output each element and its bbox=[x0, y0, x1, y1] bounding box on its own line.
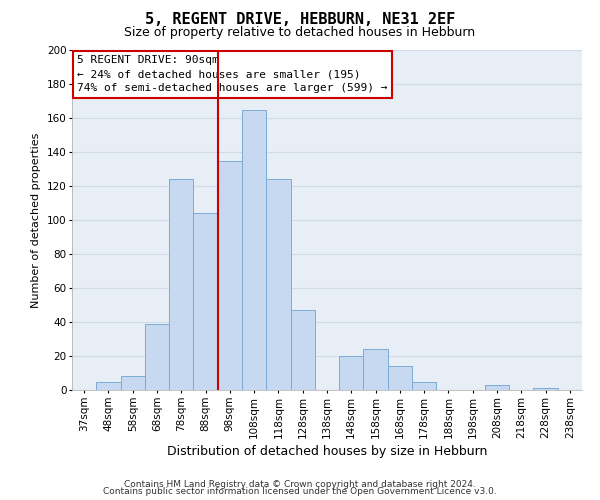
Bar bbox=[290, 310, 315, 390]
Bar bbox=[96, 382, 121, 390]
Bar bbox=[364, 349, 388, 390]
X-axis label: Distribution of detached houses by size in Hebburn: Distribution of detached houses by size … bbox=[167, 444, 487, 458]
Y-axis label: Number of detached properties: Number of detached properties bbox=[31, 132, 41, 308]
Text: Size of property relative to detached houses in Hebburn: Size of property relative to detached ho… bbox=[124, 26, 476, 39]
Bar bbox=[193, 213, 218, 390]
Bar bbox=[339, 356, 364, 390]
Bar bbox=[218, 160, 242, 390]
Bar bbox=[121, 376, 145, 390]
Text: 5, REGENT DRIVE, HEBBURN, NE31 2EF: 5, REGENT DRIVE, HEBBURN, NE31 2EF bbox=[145, 12, 455, 28]
Bar bbox=[485, 385, 509, 390]
Text: Contains public sector information licensed under the Open Government Licence v3: Contains public sector information licen… bbox=[103, 488, 497, 496]
Bar bbox=[169, 179, 193, 390]
Text: Contains HM Land Registry data © Crown copyright and database right 2024.: Contains HM Land Registry data © Crown c… bbox=[124, 480, 476, 489]
Bar bbox=[145, 324, 169, 390]
Bar bbox=[533, 388, 558, 390]
Text: 5 REGENT DRIVE: 90sqm
← 24% of detached houses are smaller (195)
74% of semi-det: 5 REGENT DRIVE: 90sqm ← 24% of detached … bbox=[77, 55, 388, 93]
Bar bbox=[412, 382, 436, 390]
Bar bbox=[266, 179, 290, 390]
Bar bbox=[242, 110, 266, 390]
Bar bbox=[388, 366, 412, 390]
